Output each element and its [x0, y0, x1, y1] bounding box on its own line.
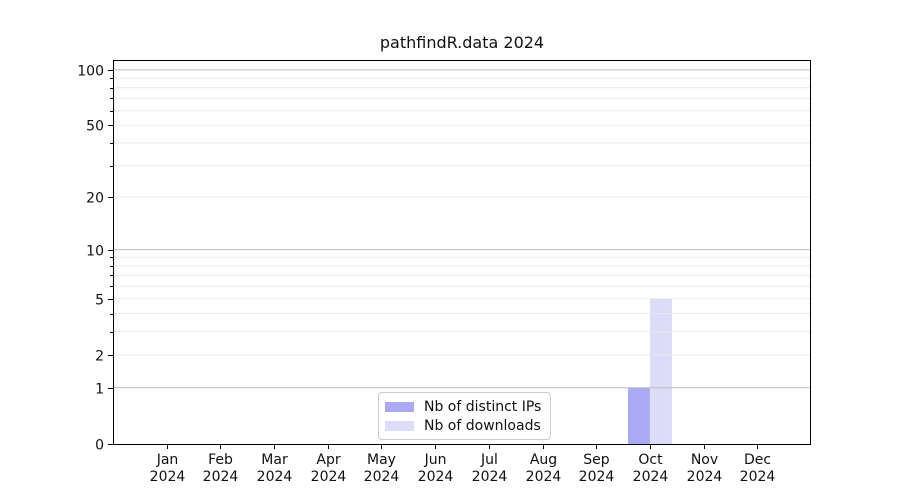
y-tick-label: 5: [95, 293, 104, 309]
y-tick-label: 2: [95, 349, 104, 365]
x-tick-label: Feb 2024: [203, 452, 239, 485]
x-tick-label: Jan 2024: [150, 452, 186, 485]
chart-title: pathfindR.data 2024: [379, 33, 545, 52]
legend: Nb of distinct IPs Nb of downloads: [378, 392, 552, 440]
y-tick-label: 20: [86, 191, 104, 207]
x-tick-label: Apr 2024: [311, 452, 347, 485]
legend-swatch-downloads: [385, 420, 414, 431]
plot-border: [113, 60, 811, 445]
legend-item-distinct-ips: Nb of distinct IPs: [385, 397, 541, 416]
y-tick-label: 10: [86, 244, 104, 260]
y-tick-label: 1: [95, 382, 104, 398]
bar-nb-of-downloads-oct: [649, 298, 672, 444]
x-tick-label: Nov 2024: [687, 452, 723, 485]
x-tick-label: Oct 2024: [633, 452, 669, 485]
y-tick-label: 50: [86, 119, 104, 135]
x-tick-label: Jun 2024: [418, 452, 454, 485]
x-tick-label: Aug 2024: [526, 452, 562, 485]
legend-label-distinct-ips: Nb of distinct IPs: [424, 398, 542, 415]
x-tick-label: May 2024: [364, 452, 400, 485]
x-tick-label: Jul 2024: [472, 452, 508, 485]
legend-swatch-distinct-ips: [385, 401, 414, 412]
bar-nb-of-distinct-ips-oct: [627, 387, 650, 444]
y-tick-label: 0: [95, 438, 104, 454]
x-tick-label: Mar 2024: [257, 452, 293, 485]
x-tick-label: Dec 2024: [740, 452, 776, 485]
legend-label-downloads: Nb of downloads: [424, 417, 541, 434]
y-tick-label: 100: [77, 64, 104, 80]
legend-item-downloads: Nb of downloads: [385, 416, 541, 435]
x-tick-label: Sep 2024: [579, 452, 615, 485]
